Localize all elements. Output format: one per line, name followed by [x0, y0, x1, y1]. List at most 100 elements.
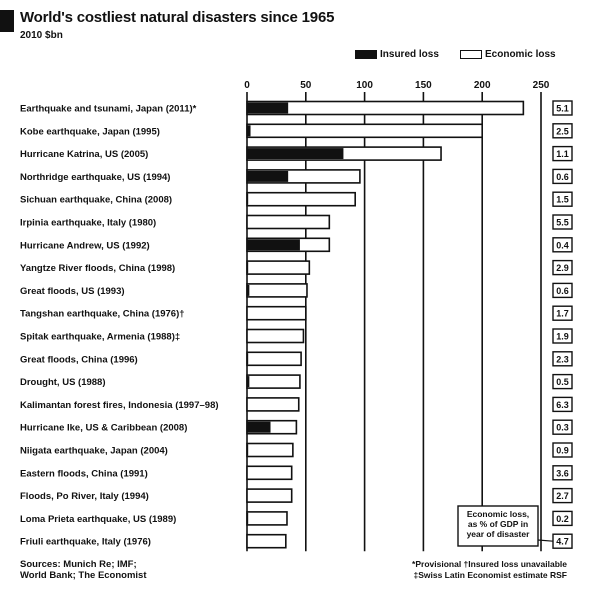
bar-economic-loss [246, 511, 288, 526]
category-label: Great floods, US (1993) [20, 286, 125, 297]
gdp-share-label: 0.3 [556, 423, 569, 433]
category-label: Hurricane Andrew, US (1992) [20, 240, 150, 251]
bar-insured-loss [247, 239, 300, 251]
x-tick-label: 150 [415, 80, 432, 91]
bar-economic-loss [246, 397, 300, 412]
legend-label-economic: Economic loss [485, 49, 556, 60]
bar-insured-loss [247, 376, 250, 388]
bar-insured-loss [247, 512, 249, 524]
bar-economic-loss [246, 305, 307, 321]
category-label: Loma Prieta earthquake, US (1989) [20, 514, 176, 525]
callout-box [457, 505, 539, 547]
legend-item-economic: Economic loss [460, 49, 556, 60]
category-label: Hurricane Katrina, US (2005) [20, 149, 148, 160]
bar-economic-loss [246, 191, 356, 207]
bar-economic-loss [246, 351, 302, 367]
footer-sources: Sources: Munich Re; IMF; World Bank; The… [20, 559, 147, 581]
gdp-share-label: 2.7 [556, 491, 569, 501]
bar-economic-loss [246, 100, 525, 116]
callout-text-line: Economic loss, [467, 509, 529, 519]
gdp-share-box [552, 100, 573, 116]
gdp-share-box [552, 123, 573, 139]
bar-insured-loss [247, 262, 249, 274]
category-label: Yangtze River floods, China (1998) [20, 263, 175, 274]
x-tick-label: 250 [533, 80, 550, 91]
bar-insured-loss [247, 170, 289, 182]
callout-text: Economic loss, as % of GDP in year of disa… [467, 509, 531, 539]
gdp-share-box [552, 168, 573, 185]
bar-economic-loss [246, 533, 287, 549]
category-label: Great floods, China (1996) [20, 354, 138, 365]
gdp-share-box [552, 510, 573, 527]
bar-economic-loss [246, 283, 308, 298]
gdp-share-label: 0.6 [556, 286, 569, 296]
category-label: Niigata earthquake, Japan (2004) [20, 446, 168, 457]
chart-title: World's costliest natural disasters sinc… [20, 9, 335, 26]
bar-economic-loss [246, 442, 294, 458]
gdp-share-box [552, 465, 573, 481]
bar-economic-loss [246, 374, 301, 389]
x-tick-label: 100 [356, 80, 373, 91]
bar-economic-loss [246, 214, 331, 230]
bar-insured-loss [247, 421, 271, 433]
category-label: Earthquake and tsunami, Japan (2011)* [20, 104, 197, 115]
gdp-share-label: 1.9 [556, 332, 569, 342]
gdp-share-box [552, 351, 573, 367]
bar-insured-loss [247, 102, 289, 114]
gdp-share-box [552, 259, 573, 276]
gdp-share-label: 0.4 [556, 240, 569, 250]
gdp-share-label: 1.5 [556, 195, 569, 205]
gdp-share-box [552, 328, 573, 344]
gdp-share-label: 2.9 [556, 263, 569, 273]
category-label: Tangshan earthquake, China (1976)† [20, 309, 185, 320]
gdp-share-box [552, 487, 573, 504]
category-label: Northridge earthquake, US (1994) [20, 172, 170, 183]
bar-insured-loss [247, 444, 249, 456]
callout-text-line: year of disaster [467, 529, 531, 539]
gdp-share-label: 0.2 [556, 514, 569, 524]
gdp-share-box [552, 373, 573, 390]
x-tick-label: 0 [244, 80, 250, 91]
gdp-share-label: 0.6 [556, 172, 569, 182]
gdp-share-label: 2.3 [556, 354, 569, 364]
x-tick-label: 200 [474, 80, 491, 91]
gdp-share-box [552, 396, 573, 413]
category-label: Eastern floods, China (1991) [20, 468, 148, 479]
category-label: Hurricane Ike, US & Caribbean (2008) [20, 423, 187, 434]
bar-insured-loss [247, 193, 249, 205]
legend-label-insured: Insured loss [380, 49, 439, 60]
gdp-share-label: 1.1 [556, 149, 569, 159]
gdp-share-box [552, 145, 573, 162]
category-label: Kobe earthquake, Japan (1995) [20, 126, 160, 137]
footer-source-line-1: Sources: Munich Re; IMF; [20, 559, 137, 570]
bar-economic-loss [246, 488, 293, 503]
gdp-share-label: 4.7 [556, 537, 569, 547]
bar-economic-loss [246, 260, 311, 275]
gdp-share-label: 2.5 [556, 126, 569, 136]
bar-insured-loss [247, 353, 249, 365]
bar-insured-loss [247, 284, 250, 296]
gdp-share-label: 3.6 [556, 468, 569, 478]
gdp-share-label: 0.9 [556, 446, 569, 456]
callout-text-line: as % of GDP in [468, 519, 528, 529]
legend-swatch-economic [460, 50, 482, 59]
gdp-share-label: 0.5 [556, 377, 569, 387]
footer-note-line-2: ‡Swiss Latin Economist estimate RSF [413, 570, 567, 580]
legend-item-insured: Insured loss [355, 49, 439, 60]
bar-economic-loss [246, 465, 293, 481]
gdp-share-box [552, 282, 573, 299]
gdp-share-box [552, 191, 573, 207]
footer-note-line-1: *Provisional †Insured loss unavailable [412, 559, 567, 569]
category-label: Spitak earthquake, Armenia (1988)‡ [20, 332, 180, 343]
gdp-share-box [552, 237, 573, 253]
category-label: Drought, US (1988) [20, 377, 106, 388]
footer-source-line-2: World Bank; The Economist [20, 570, 147, 581]
gdp-share-box [552, 419, 573, 435]
category-label: Floods, Po River, Italy (1994) [20, 491, 149, 502]
corner-accent-block [0, 10, 14, 32]
callout-pointer [537, 539, 554, 542]
category-label: Irpinia earthquake, Italy (1980) [20, 218, 156, 229]
gdp-share-label: 5.1 [556, 104, 569, 114]
legend-swatch-insured [355, 50, 377, 59]
